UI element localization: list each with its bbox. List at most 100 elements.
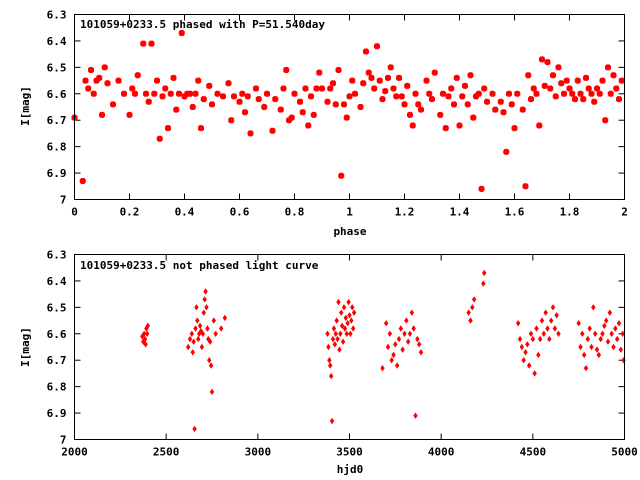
y-tick-label: 6.9 — [47, 167, 67, 180]
data-point — [338, 172, 345, 179]
data-point — [339, 309, 344, 316]
data-point — [202, 296, 207, 303]
data-point — [346, 93, 353, 100]
data-point — [143, 341, 148, 348]
data-point — [198, 125, 204, 132]
data-point — [207, 338, 213, 345]
data-point — [589, 343, 594, 351]
data-point — [316, 69, 323, 76]
data-point — [99, 111, 105, 118]
data-point — [530, 85, 537, 92]
data-point — [305, 122, 312, 129]
y-axis-label: I[mag] — [19, 327, 32, 367]
data-point — [165, 125, 171, 132]
data-point — [547, 335, 552, 343]
data-point — [148, 40, 155, 47]
data-point — [581, 351, 587, 359]
y-tick-label: 6.4 — [47, 275, 67, 288]
data-point — [272, 96, 279, 103]
data-point — [526, 362, 532, 369]
data-point — [415, 335, 420, 343]
x-axis-label: phase — [333, 225, 366, 238]
data-point — [532, 370, 537, 377]
data-point — [552, 325, 558, 332]
data-point — [594, 85, 600, 92]
data-point — [536, 122, 543, 129]
data-point — [525, 341, 530, 348]
data-point — [607, 90, 614, 97]
data-point — [401, 101, 408, 108]
data-point — [391, 351, 396, 359]
data-point — [587, 325, 592, 332]
data-point — [533, 90, 540, 97]
data-point — [578, 343, 583, 351]
data-point — [178, 30, 185, 36]
data-point — [475, 90, 482, 97]
data-point — [330, 335, 336, 343]
data-point — [600, 330, 605, 337]
data-point — [344, 330, 349, 337]
data-point — [211, 317, 217, 324]
data-point — [141, 330, 147, 337]
data-point — [209, 101, 215, 108]
data-point — [431, 69, 438, 76]
data-point — [613, 325, 618, 332]
chart-title: 101059+0233.5 phased with P=51.540day — [80, 18, 325, 31]
data-point — [336, 298, 341, 306]
data-point — [302, 85, 309, 92]
data-point — [269, 127, 276, 134]
data-point — [365, 69, 372, 76]
data-point — [209, 388, 215, 396]
data-point — [349, 317, 354, 324]
data-point — [445, 93, 452, 100]
x-tick-label: 2 — [621, 206, 628, 219]
data-point — [416, 341, 422, 348]
data-point — [547, 85, 554, 92]
data-point — [195, 77, 202, 84]
data-point — [261, 104, 268, 110]
data-point — [412, 90, 419, 97]
data-point — [308, 93, 314, 100]
data-point — [402, 330, 407, 337]
data-point — [341, 304, 347, 311]
data-point — [609, 330, 614, 337]
data-point — [207, 357, 212, 364]
data-point — [156, 135, 163, 142]
data-point — [341, 101, 347, 108]
data-point — [409, 122, 416, 129]
data-point — [555, 64, 562, 71]
data-point — [544, 59, 551, 66]
data-point — [610, 72, 617, 79]
data-points — [71, 30, 625, 192]
data-point — [598, 335, 603, 343]
data-point — [351, 309, 357, 316]
phased-light-curve-chart: 101059+0233.5 phased with P=51.540day ph… — [19, 9, 628, 239]
data-point — [618, 77, 625, 84]
data-point — [368, 74, 375, 81]
data-point — [566, 85, 573, 92]
data-point — [82, 77, 89, 84]
data-point — [497, 98, 504, 105]
y-tick-label: 7 — [60, 194, 67, 207]
data-points — [140, 269, 626, 433]
data-point — [515, 320, 521, 327]
data-point — [343, 114, 350, 121]
data-point — [340, 338, 346, 345]
data-point — [528, 96, 534, 103]
data-point — [561, 90, 567, 97]
data-point — [440, 90, 446, 97]
data-point — [332, 341, 338, 348]
data-point — [508, 101, 515, 108]
data-point — [333, 330, 338, 337]
data-point — [222, 314, 228, 322]
data-point — [339, 322, 345, 330]
data-point — [324, 98, 331, 105]
data-point — [96, 74, 103, 81]
data-point — [385, 74, 391, 81]
unphased-light-curve-chart: 101059+0233.5 not phased light curve hjd… — [19, 249, 638, 477]
data-point — [383, 320, 389, 327]
data-point — [145, 322, 151, 330]
plot-frame — [74, 254, 625, 440]
y-tick-label: 6.6 — [47, 88, 67, 101]
